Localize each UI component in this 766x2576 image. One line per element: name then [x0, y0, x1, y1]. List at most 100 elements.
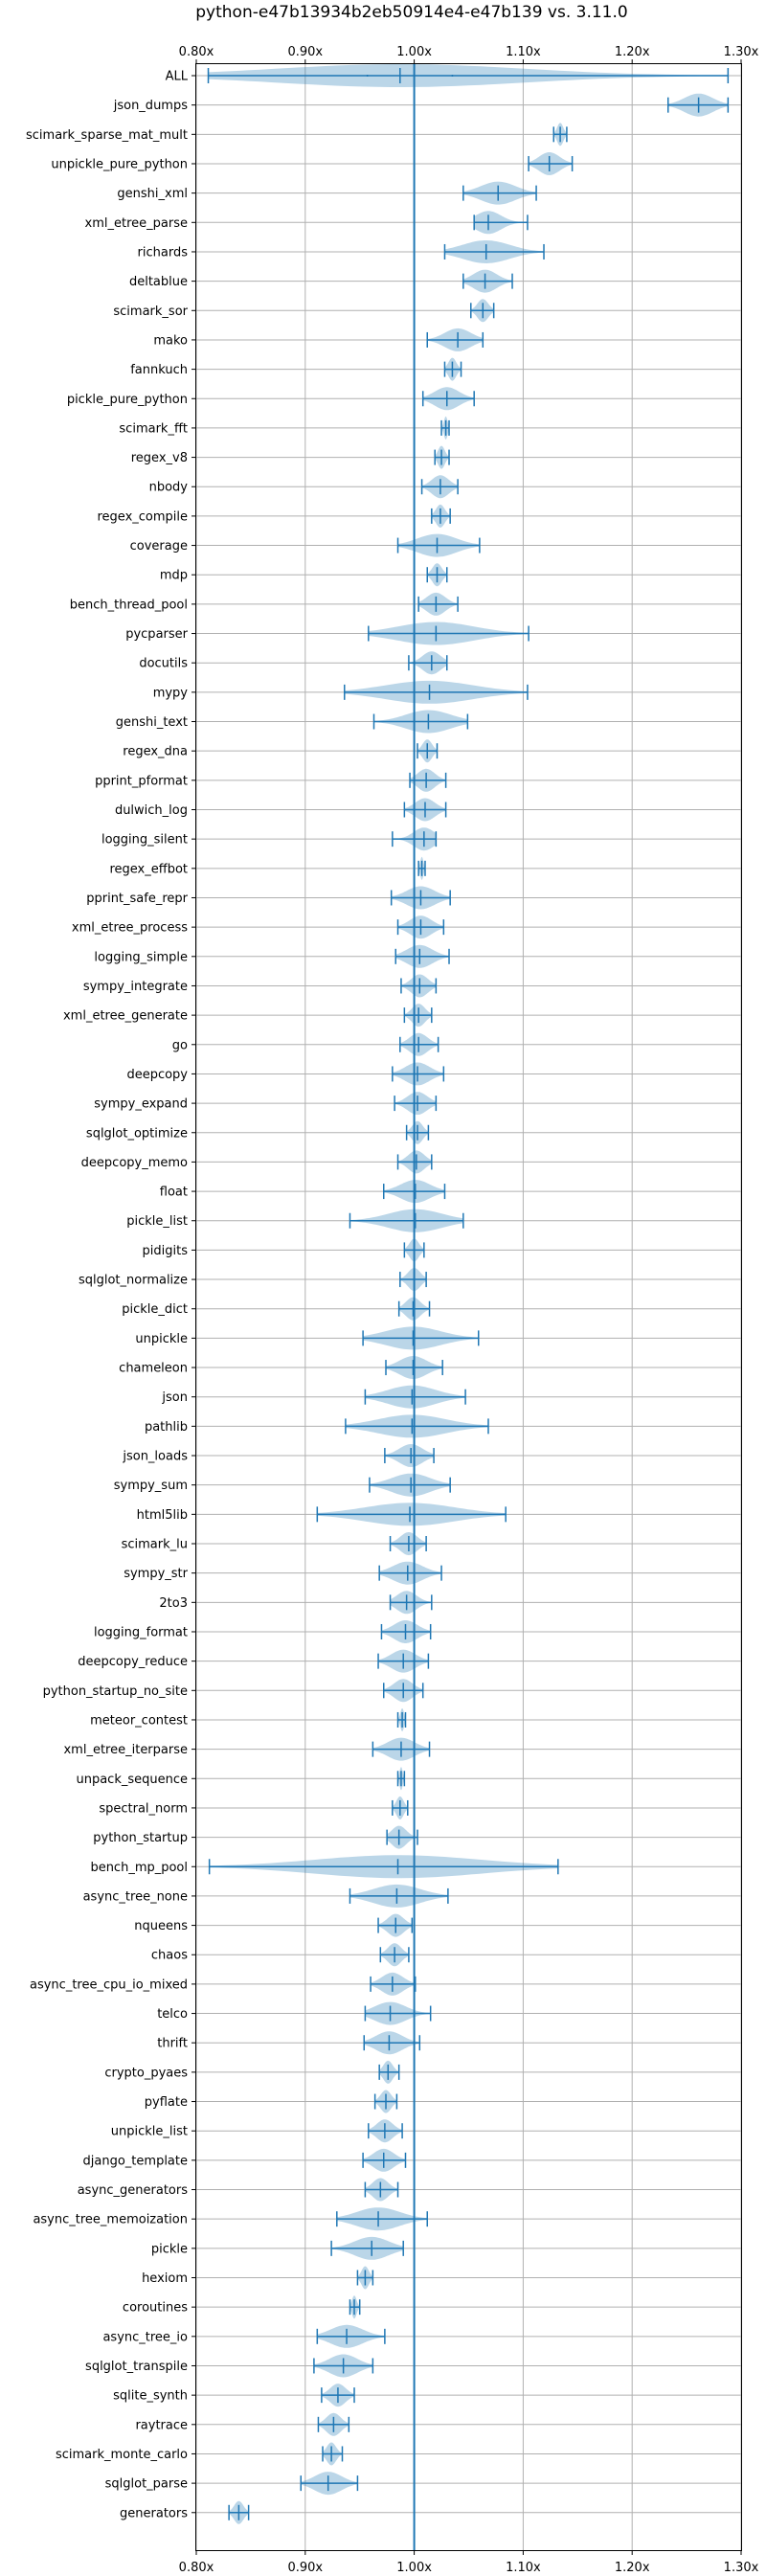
y-label-regex-dna: regex_dna: [123, 745, 188, 759]
y-label-float: float: [160, 1186, 188, 1200]
y-label-pycparser: pycparser: [125, 627, 188, 642]
y-label-sqlglot-normalize: sqlglot_normalize: [79, 1274, 188, 1288]
y-label-xml-etree-iterparse: xml_etree_iterparse: [63, 1743, 188, 1757]
y-label-mako: mako: [153, 333, 188, 348]
y-label-unpickle-pure-python: unpickle_pure_python: [51, 157, 188, 171]
x-tick-label-top: 1.20x: [615, 45, 650, 59]
y-label-pickle: pickle: [151, 2242, 188, 2256]
y-label-scimark-sparse-mat-mult: scimark_sparse_mat_mult: [26, 128, 188, 143]
y-label-chameleon: chameleon: [119, 1362, 188, 1376]
y-label-json-dumps: json_dumps: [113, 99, 188, 113]
y-label-python-startup: python_startup: [93, 1831, 188, 1845]
y-label-html5lib: html5lib: [137, 1508, 188, 1523]
y-label-bench-thread-pool: bench_thread_pool: [70, 598, 188, 612]
y-label-logging-silent: logging_silent: [101, 833, 188, 847]
x-axis-bottom: 0.80x 0.90x 1.00x 1.10x 1.20x 1.30x: [179, 2550, 759, 2575]
x-axis-top: 0.80x 0.90x 1.00x 1.10x 1.20x 1.30x: [179, 45, 759, 64]
y-label-fannkuch: fannkuch: [130, 363, 188, 377]
y-label-bench-mp-pool: bench_mp_pool: [90, 1861, 188, 1875]
y-label-logging-simple: logging_simple: [94, 950, 188, 964]
y-label-async-tree-io: async_tree_io: [102, 2330, 188, 2344]
y-label-unpack-sequence: unpack_sequence: [76, 1773, 188, 1787]
y-label-scimark-monte-carlo: scimark_monte_carlo: [56, 2448, 188, 2462]
y-label-async-generators: async_generators: [78, 2183, 189, 2198]
y-label-pyflate: pyflate: [145, 2095, 188, 2110]
y-label-sqlite-synth: sqlite_synth: [113, 2389, 188, 2404]
x-tick-label-bottom: 1.00x: [396, 2561, 432, 2575]
y-label-coverage: coverage: [130, 539, 188, 554]
x-tick-label-top: 1.30x: [724, 45, 759, 59]
y-label-regex-compile: regex_compile: [97, 509, 188, 524]
x-tick-label-top: 0.80x: [179, 45, 214, 59]
y-label-deepcopy-reduce: deepcopy_reduce: [78, 1655, 188, 1669]
y-label-pathlib: pathlib: [145, 1420, 188, 1435]
y-label-genshi-text: genshi_text: [116, 715, 188, 730]
y-label-logging-format: logging_format: [94, 1625, 188, 1639]
y-label-nbody: nbody: [149, 481, 189, 495]
y-label-sqlglot-optimize: sqlglot_optimize: [86, 1126, 188, 1141]
y-label-deltablue: deltablue: [129, 275, 188, 289]
y-label-docutils: docutils: [139, 657, 188, 671]
x-tick-label-bottom: 0.90x: [287, 2561, 323, 2575]
y-label-sympy-expand: sympy_expand: [94, 1097, 188, 1112]
y-label-pidigits: pidigits: [143, 1244, 189, 1258]
x-tick-label-bottom: 0.80x: [179, 2561, 214, 2575]
y-label-async-tree-none: async_tree_none: [83, 1889, 188, 1904]
y-label-xml-etree-process: xml_etree_process: [72, 921, 188, 936]
y-label-sympy-sum: sympy_sum: [114, 1479, 188, 1493]
y-label-pprint-pformat: pprint_pformat: [95, 774, 188, 788]
x-tick-label-bottom: 1.30x: [724, 2561, 759, 2575]
x-tick-label-top: 0.90x: [287, 45, 323, 59]
y-label-thrift: thrift: [157, 2037, 188, 2051]
y-label-pickle-list: pickle_list: [126, 1214, 188, 1229]
y-label-all: ALL: [166, 70, 189, 84]
y-label-regex-effbot: regex_effbot: [109, 862, 188, 876]
violins: [208, 64, 729, 2524]
y-label-meteor-contest: meteor_contest: [90, 1713, 188, 1728]
y-label-mdp: mdp: [160, 569, 188, 583]
y-label-xml-etree-generate: xml_etree_generate: [63, 1009, 188, 1024]
plot-frame: [195, 63, 742, 2551]
y-label-sympy-integrate: sympy_integrate: [83, 980, 188, 994]
y-label-unpickle-list: unpickle_list: [111, 2125, 188, 2139]
x-tick-label-bottom: 1.20x: [615, 2561, 650, 2575]
y-label-go: go: [172, 1038, 188, 1052]
y-label-scimark-fft: scimark_fft: [119, 421, 188, 436]
y-label-spectral-norm: spectral_norm: [99, 1801, 188, 1816]
y-label-2to3: 2to3: [159, 1596, 188, 1611]
y-label-nqueens: nqueens: [134, 1919, 188, 1933]
y-label-scimark-lu: scimark_lu: [122, 1538, 188, 1552]
y-label-deepcopy: deepcopy: [126, 1068, 188, 1082]
y-label-pprint-safe-repr: pprint_safe_repr: [86, 892, 188, 906]
y-label-xml-etree-parse: xml_etree_parse: [85, 216, 188, 231]
y-label-mypy: mypy: [153, 686, 189, 700]
y-label-unpickle: unpickle: [135, 1332, 188, 1346]
y-label-chaos: chaos: [151, 1949, 188, 1963]
y-label-async-tree-cpu-io-mixed: async_tree_cpu_io_mixed: [30, 1977, 188, 1992]
y-label-regex-v8: regex_v8: [131, 451, 188, 465]
y-label-raytrace: raytrace: [135, 2418, 188, 2432]
y-label-coroutines: coroutines: [123, 2301, 188, 2316]
y-label-deepcopy-memo: deepcopy_memo: [81, 1156, 188, 1170]
y-label-pickle-dict: pickle_dict: [122, 1302, 188, 1317]
y-label-json: json: [161, 1390, 188, 1405]
chart-title: python-e47b13934b2eb50914e4-e47b139 vs. …: [195, 3, 627, 22]
y-label-django-template: django_template: [83, 2154, 188, 2168]
y-axis-labels: ALL json_dumps scimark_sparse_mat_multunpi…: [26, 70, 196, 2520]
y-label-python-startup-no-site: python_startup_no_site: [43, 1684, 188, 1699]
grid: [195, 64, 742, 2550]
y-label-hexiom: hexiom: [142, 2271, 188, 2286]
y-label-generators: generators: [120, 2506, 188, 2520]
y-label-async-tree-memoization: async_tree_memoization: [33, 2213, 188, 2227]
y-label-telco: telco: [157, 2007, 188, 2022]
y-label-scimark-sor: scimark_sor: [113, 305, 188, 319]
x-tick-label-top: 1.00x: [396, 45, 432, 59]
whiskers: [207, 68, 730, 2520]
y-label-sympy-str: sympy_str: [124, 1567, 188, 1581]
y-label-pickle-pure-python: pickle_pure_python: [67, 393, 188, 407]
y-label-sqlglot-parse: sqlglot_parse: [105, 2477, 188, 2492]
y-label-json-loads: json_loads: [122, 1450, 188, 1464]
y-label-sqlglot-transpile: sqlglot_transpile: [85, 2360, 188, 2374]
x-tick-label-top: 1.10x: [506, 45, 541, 59]
